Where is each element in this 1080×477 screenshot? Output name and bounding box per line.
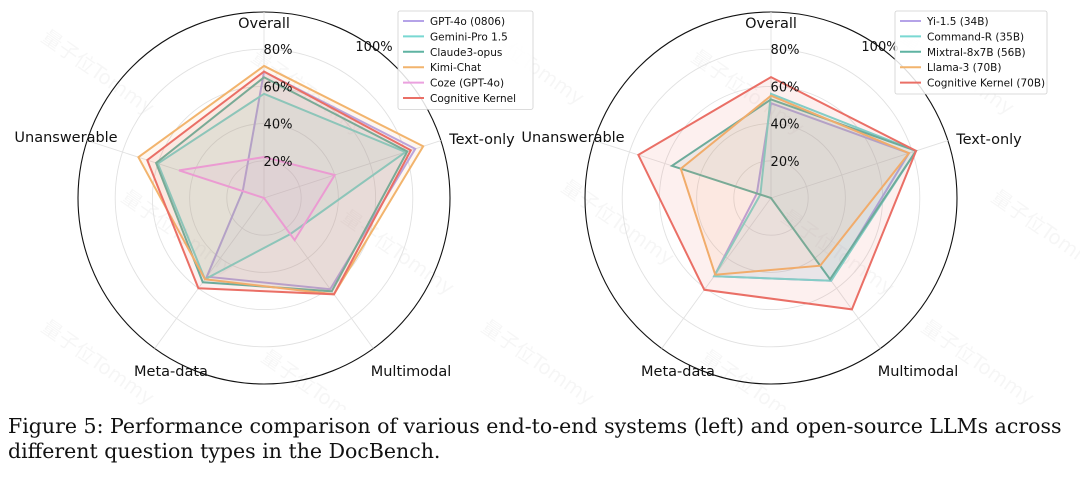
watermark-text: 量子位Tommy [697,344,819,410]
legend-label-gpt-4o-0806: GPT-4o (0806) [430,16,505,28]
watermark-text: 量子位Tommy [257,344,379,410]
legend-label-claude3-opus: Claude3-opus [430,47,502,59]
series-gemini-pro-1-5 [156,92,408,281]
radar-spoke-text-only [770,140,949,199]
axis-label-meta-data: Meta-data [134,364,208,380]
legend-label-llama-3-70b: Llama-3 (70B) [927,62,1001,74]
axis-label-text-only: Text-only [955,132,1022,148]
legend-label-kimi-chat: Kimi-Chat [430,62,481,74]
legend-label-coze-gpt-4o: Coze (GPT-4o) [430,78,504,90]
watermark-text: 量子位Tommy [37,24,159,119]
legend-label-cognitive-kernel: Cognitive Kernel [430,93,516,105]
watermark-text: 量子位Tommy [477,314,599,409]
watermark-text: 量子位Tommy [917,314,1039,409]
tick-label-80: 80% [264,43,293,58]
tick-label-20: 20% [771,155,800,170]
axis-label-unanswerable: Unanswerable [14,130,117,146]
tick-label-60: 60% [264,80,293,95]
axis-label-meta-data: Meta-data [641,364,715,380]
figure-caption: Figure 5: Performance comparison of vari… [8,414,1062,463]
series-cognitive-kernel-70b [637,75,918,311]
series-kimi-chat [137,64,425,296]
legend-box [397,10,534,110]
legend-box [894,10,1048,95]
tick-label-20: 20% [264,155,293,170]
tick-label-80: 80% [771,43,800,58]
series-cognitive-kernel [146,70,413,296]
legend-label-mixtral-8x7b-56b: Mixtral-8x7B (56B) [927,47,1026,59]
legend: Yi-1.5 (34B) Command-R (35B) Mixtral-8x7B … [894,10,1048,95]
axis-label-unanswerable: Unanswerable [521,130,624,146]
axis-label-multimodal: Multimodal [878,364,959,380]
series-llama-3-70b [679,94,911,276]
legend-label-command-r-35b: Command-R (35B) [927,31,1024,43]
tick-label-40: 40% [771,118,800,133]
axis-label-overall: Overall [745,16,797,32]
radar-chart-right: 20% 40% 60% 80% 100% Overall Text-only Multimod… [521,10,1048,385]
legend-label-yi-1-5-34b: Yi-1.5 (34B) [926,16,989,28]
tick-label-60: 60% [771,80,800,95]
axis-label-overall: Overall [238,16,290,32]
axis-label-multimodal: Multimodal [371,364,452,380]
tick-label-100: 100% [861,40,898,55]
axis-label-text-only: Text-only [448,132,515,148]
watermark-text: 量子位Tommy [987,184,1080,279]
legend-label-gemini-pro-1-5: Gemini-Pro 1.5 [430,31,508,43]
tick-label-100: 100% [355,40,392,55]
tick-label-40: 40% [264,118,293,133]
legend: GPT-4o (0806) Gemini-Pro 1.5 Claude3-opus K… [397,10,534,110]
series-coze-gpt-4o [178,156,337,242]
legend-label-cognitive-kernel-70b: Cognitive Kernel (70B) [927,78,1045,90]
radar-chart-left: 20% 40% 60% 80% 100% Overall Text-only Multimod… [14,10,534,385]
watermark-text: 量子位Tommy [37,314,159,409]
figure: 量子位Tommy 量子位Tommy 量子位Tommy 量子位Tommy 量子位Tommy… [14,10,1080,410]
series-mixtral-8x7b-56b [669,98,918,282]
